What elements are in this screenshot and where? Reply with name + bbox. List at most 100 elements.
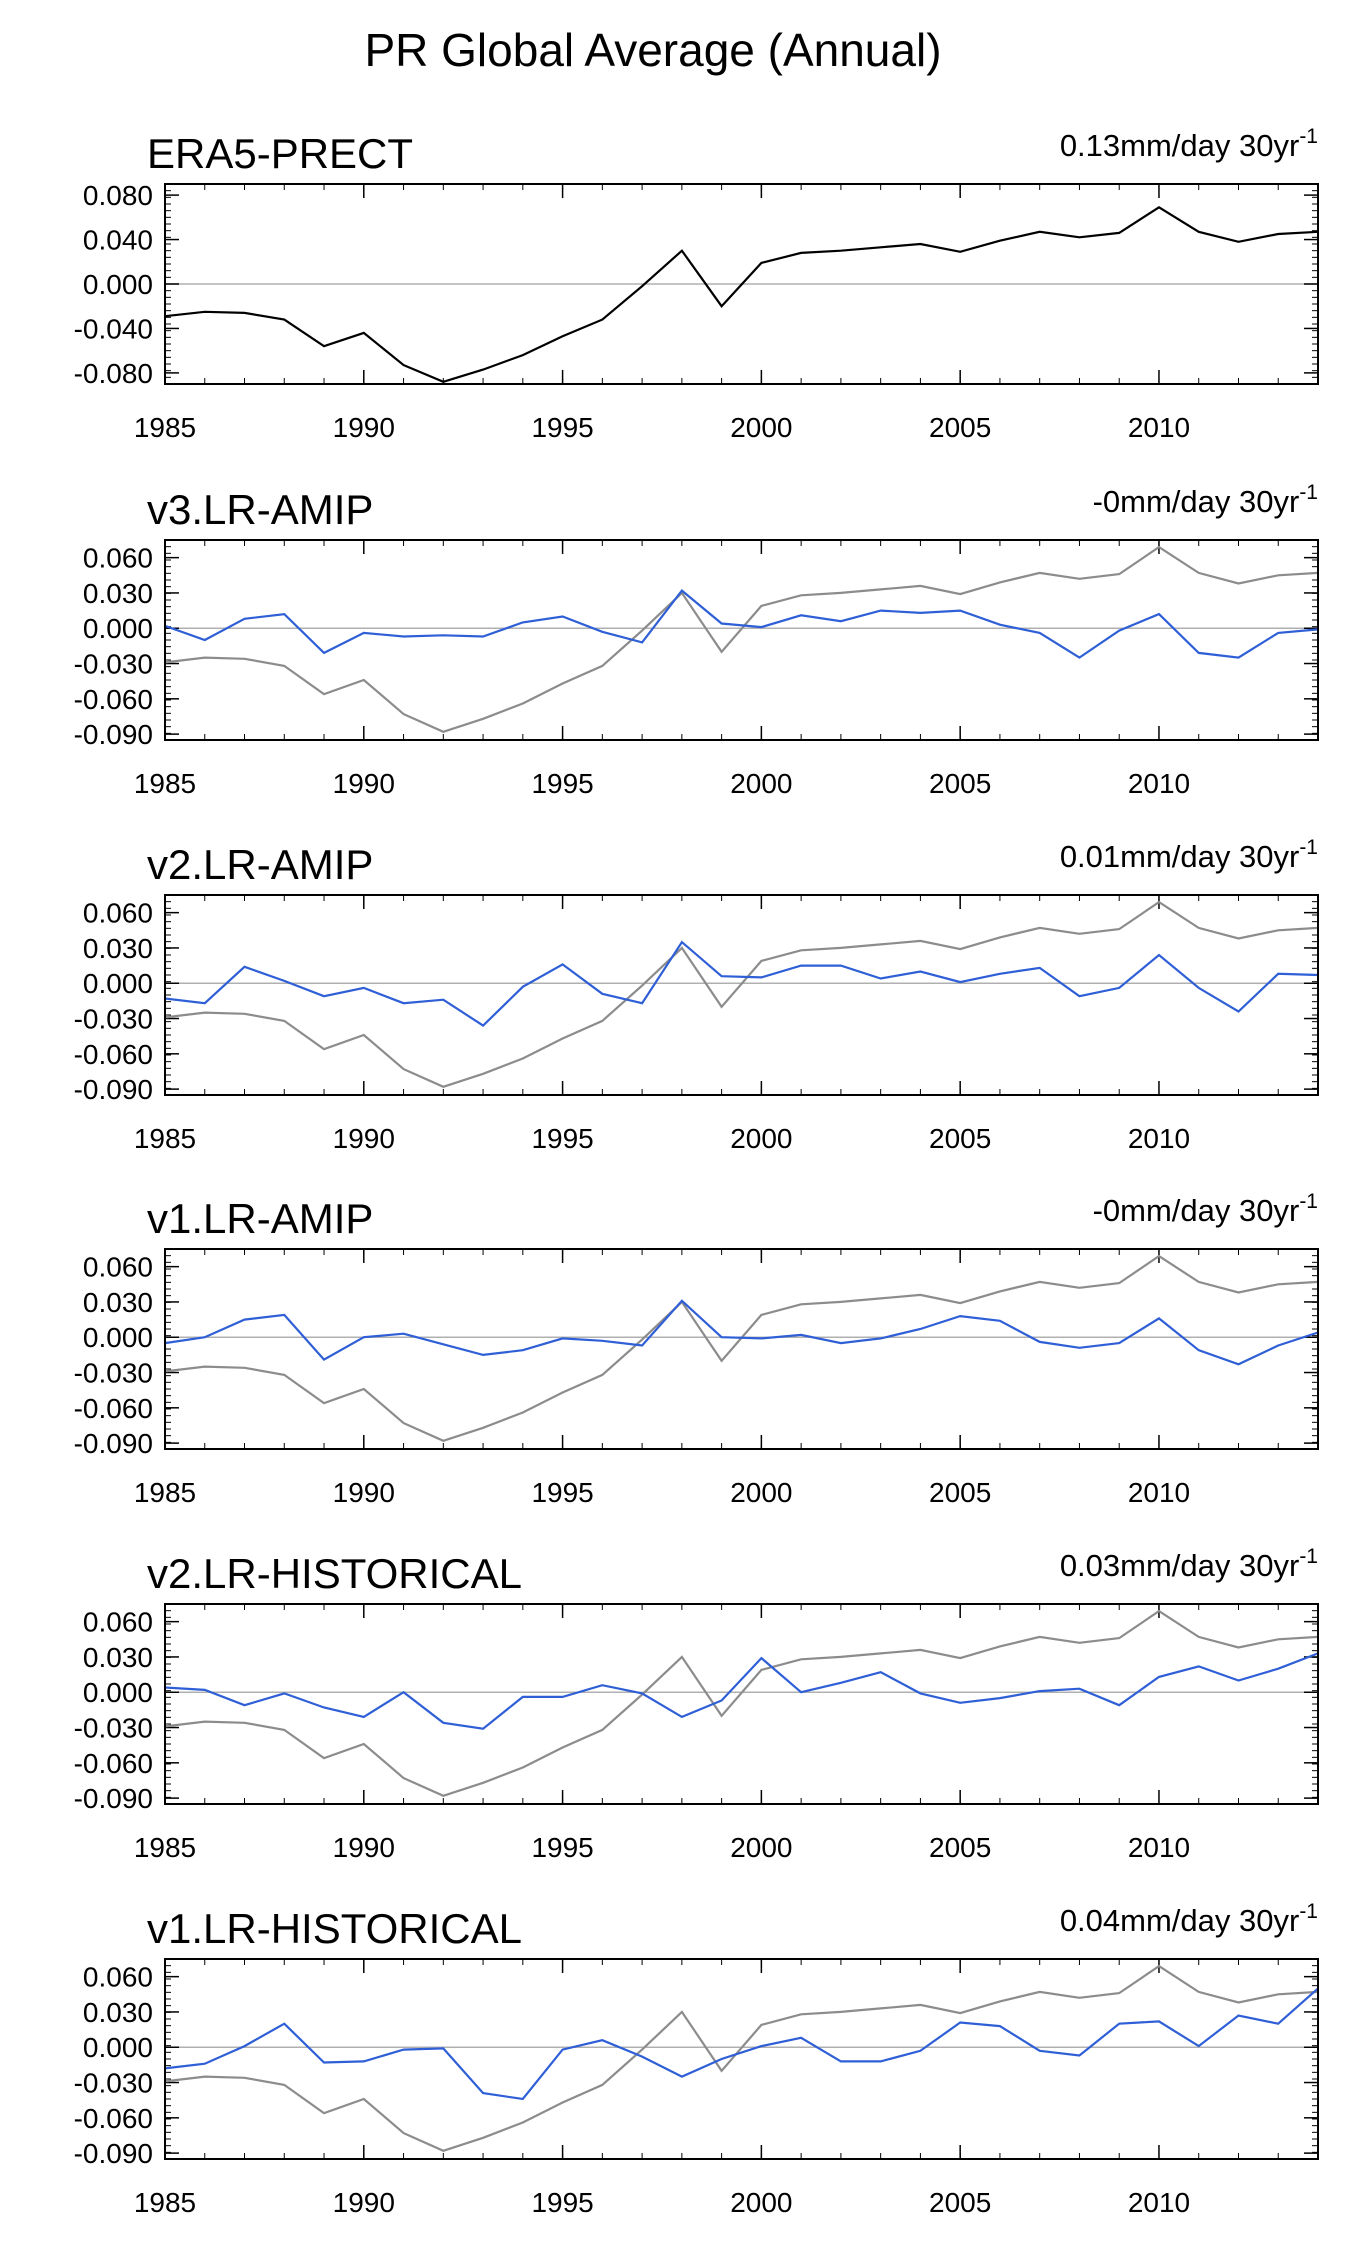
series-line-v1-lr-amip: [164, 1299, 1319, 1366]
panel-v3-lr-amip: v3.LR-AMIP -0mm/day 30yr-1 0.060 0.030 0.000…: [74, 481, 1319, 799]
trend-annotation: 0.04mm/day 30yr-1: [1060, 1900, 1318, 1938]
y-tick-label: -0.080: [74, 358, 153, 389]
x-tick-label: 2005: [929, 412, 991, 443]
x-tick-label: 2005: [929, 1832, 991, 1863]
x-tick-label: 2005: [929, 2187, 991, 2218]
x-tick-label: 1985: [134, 1832, 196, 1863]
plot-frame: [164, 1958, 1319, 2160]
x-tick-label: 1990: [333, 412, 395, 443]
panel-era5-prect: ERA5-PRECT 0.13mm/day 30yr-1 0.080 0.040 0.0…: [74, 125, 1319, 443]
panel-title: v1.LR-AMIP: [147, 1195, 373, 1242]
x-tick-label: 1985: [134, 1477, 196, 1508]
panel-v1-lr-historical: v1.LR-HISTORICAL 0.04mm/day 30yr-1 0.060 0.…: [74, 1900, 1319, 2218]
series-line-era5: [164, 545, 1319, 733]
y-tick-label: 0.060: [83, 1252, 153, 1283]
x-tick-label: 2005: [929, 768, 991, 799]
y-tick-label: 0.030: [83, 933, 153, 964]
panel-v1-lr-amip: v1.LR-AMIP -0mm/day 30yr-1 0.060 0.030 0.000…: [74, 1190, 1319, 1508]
series-line-era5: [164, 205, 1319, 383]
y-tick-label: -0.090: [74, 1428, 153, 1459]
y-tick-label: 0.040: [83, 225, 153, 256]
x-tick-label: 1985: [134, 2187, 196, 2218]
plot-frame: [164, 183, 1319, 385]
x-tick-label: 2010: [1128, 1832, 1190, 1863]
y-tick-label: 0.060: [83, 898, 153, 929]
y-tick-label: 0.060: [83, 1962, 153, 1993]
series-line-v2-lr-amip: [164, 940, 1319, 1028]
y-tick-label: 0.000: [83, 613, 153, 644]
y-tick-label: -0.060: [74, 2103, 153, 2134]
y-tick-label: -0.040: [74, 313, 153, 344]
x-tick-label: 2000: [730, 1123, 792, 1154]
series-line-era5: [164, 1609, 1319, 1797]
y-tick-label: -0.060: [74, 1748, 153, 1779]
y-tick-label: -0.060: [74, 684, 153, 715]
x-tick-label: 1995: [531, 1832, 593, 1863]
figure-title: PR Global Average (Annual): [364, 24, 941, 76]
x-tick-label: 2005: [929, 1477, 991, 1508]
trend-annotation: 0.01mm/day 30yr-1: [1060, 836, 1318, 874]
y-tick-label: 0.000: [83, 1322, 153, 1353]
x-tick-label: 2000: [730, 1477, 792, 1508]
y-tick-label: 0.060: [83, 543, 153, 574]
plot-frame: [164, 1603, 1319, 1805]
y-tick-label: 0.000: [83, 1677, 153, 1708]
x-tick-label: 2005: [929, 1123, 991, 1154]
panel-title: v3.LR-AMIP: [147, 486, 373, 533]
x-tick-label: 2010: [1128, 768, 1190, 799]
plot-frame: [164, 894, 1319, 1096]
x-tick-label: 2000: [730, 1832, 792, 1863]
series-line-v1-lr-historical: [164, 1987, 1319, 2101]
y-tick-label: -0.090: [74, 1074, 153, 1105]
x-tick-label: 2010: [1128, 1477, 1190, 1508]
y-tick-label: -0.090: [74, 2138, 153, 2169]
panel-title: v1.LR-HISTORICAL: [147, 1905, 522, 1952]
y-tick-label: 0.030: [83, 1287, 153, 1318]
y-tick-label: -0.030: [74, 1358, 153, 1389]
y-tick-label: -0.030: [74, 1713, 153, 1744]
trend-annotation: -0mm/day 30yr-1: [1093, 481, 1318, 519]
x-tick-label: 2010: [1128, 2187, 1190, 2218]
x-tick-label: 1995: [531, 412, 593, 443]
trend-annotation: 0.13mm/day 30yr-1: [1060, 125, 1318, 163]
y-tick-label: -0.030: [74, 1004, 153, 1035]
x-tick-label: 1985: [134, 1123, 196, 1154]
x-tick-label: 2010: [1128, 412, 1190, 443]
y-tick-label: 0.000: [83, 2032, 153, 2063]
series-line-era5: [164, 1964, 1319, 2152]
x-tick-label: 1990: [333, 768, 395, 799]
y-tick-label: -0.060: [74, 1393, 153, 1424]
y-tick-label: -0.060: [74, 1039, 153, 1070]
panel-title: v2.LR-AMIP: [147, 841, 373, 888]
y-tick-label: 0.080: [83, 180, 153, 211]
x-tick-label: 1990: [333, 1832, 395, 1863]
x-tick-label: 1990: [333, 2187, 395, 2218]
x-tick-label: 1985: [134, 412, 196, 443]
x-tick-label: 2000: [730, 2187, 792, 2218]
x-tick-label: 1995: [531, 2187, 593, 2218]
y-tick-label: -0.090: [74, 719, 153, 750]
panel-v2-lr-historical: v2.LR-HISTORICAL 0.03mm/day 30yr-1 0.060 0.…: [74, 1545, 1319, 1863]
plot-frame: [164, 1248, 1319, 1450]
y-tick-label: 0.030: [83, 1997, 153, 2028]
series-line-v3-lr-amip: [164, 589, 1319, 659]
panel-title: v2.LR-HISTORICAL: [147, 1550, 522, 1597]
y-tick-label: 0.000: [83, 968, 153, 999]
x-tick-label: 2010: [1128, 1123, 1190, 1154]
panel-v2-lr-amip: v2.LR-AMIP 0.01mm/day 30yr-1 0.060 0.030 0.0…: [74, 836, 1319, 1154]
x-tick-label: 1995: [531, 768, 593, 799]
trend-annotation: 0.03mm/day 30yr-1: [1060, 1545, 1318, 1583]
x-tick-label: 2000: [730, 768, 792, 799]
x-tick-label: 1995: [531, 1123, 593, 1154]
panel-title: ERA5-PRECT: [147, 130, 413, 177]
series-line-era5: [164, 900, 1319, 1088]
x-tick-label: 1995: [531, 1477, 593, 1508]
series-line-v2-lr-historical: [164, 1652, 1319, 1730]
plot-frame: [164, 539, 1319, 741]
y-tick-label: 0.030: [83, 578, 153, 609]
x-tick-label: 1985: [134, 768, 196, 799]
x-tick-label: 1990: [333, 1477, 395, 1508]
y-tick-label: -0.030: [74, 2068, 153, 2099]
y-tick-label: 0.060: [83, 1607, 153, 1638]
